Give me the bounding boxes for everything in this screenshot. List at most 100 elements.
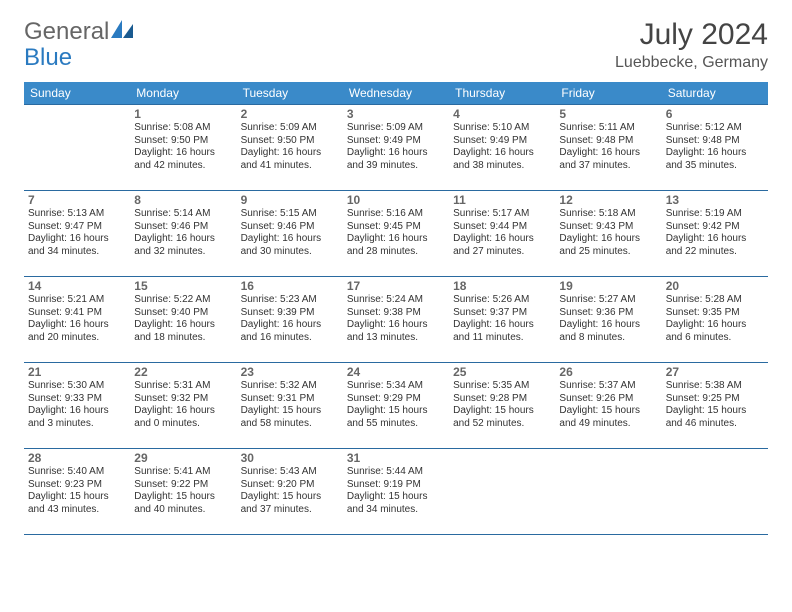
- day-number: 29: [134, 451, 232, 465]
- day-number: 13: [666, 193, 764, 207]
- location: Luebbecke, Germany: [615, 54, 768, 72]
- day-details: Sunrise: 5:09 AMSunset: 9:50 PMDaylight:…: [241, 122, 339, 172]
- day-number: 4: [453, 107, 551, 121]
- day-details: Sunrise: 5:27 AMSunset: 9:36 PMDaylight:…: [559, 294, 657, 344]
- day-details: Sunrise: 5:22 AMSunset: 9:40 PMDaylight:…: [134, 294, 232, 344]
- logo-text-blue-wrap: Blue: [24, 44, 72, 72]
- calendar-cell: 16Sunrise: 5:23 AMSunset: 9:39 PMDayligh…: [237, 277, 343, 363]
- day-details: Sunrise: 5:09 AMSunset: 9:49 PMDaylight:…: [347, 122, 445, 172]
- day-details: Sunrise: 5:23 AMSunset: 9:39 PMDaylight:…: [241, 294, 339, 344]
- calendar-header-row: SundayMondayTuesdayWednesdayThursdayFrid…: [24, 82, 768, 105]
- day-number: 22: [134, 365, 232, 379]
- calendar-cell: 7Sunrise: 5:13 AMSunset: 9:47 PMDaylight…: [24, 191, 130, 277]
- logo: General: [24, 18, 133, 46]
- calendar-cell: 30Sunrise: 5:43 AMSunset: 9:20 PMDayligh…: [237, 449, 343, 535]
- calendar-cell: 1Sunrise: 5:08 AMSunset: 9:50 PMDaylight…: [130, 105, 236, 191]
- calendar-cell: 21Sunrise: 5:30 AMSunset: 9:33 PMDayligh…: [24, 363, 130, 449]
- calendar-week-row: 21Sunrise: 5:30 AMSunset: 9:33 PMDayligh…: [24, 363, 768, 449]
- day-details: Sunrise: 5:38 AMSunset: 9:25 PMDaylight:…: [666, 380, 764, 430]
- calendar-cell: 17Sunrise: 5:24 AMSunset: 9:38 PMDayligh…: [343, 277, 449, 363]
- day-details: Sunrise: 5:28 AMSunset: 9:35 PMDaylight:…: [666, 294, 764, 344]
- day-details: Sunrise: 5:34 AMSunset: 9:29 PMDaylight:…: [347, 380, 445, 430]
- calendar-cell: 29Sunrise: 5:41 AMSunset: 9:22 PMDayligh…: [130, 449, 236, 535]
- day-details: Sunrise: 5:24 AMSunset: 9:38 PMDaylight:…: [347, 294, 445, 344]
- day-header: Saturday: [662, 82, 768, 105]
- day-number: 11: [453, 193, 551, 207]
- calendar-cell: 2Sunrise: 5:09 AMSunset: 9:50 PMDaylight…: [237, 105, 343, 191]
- day-number: 1: [134, 107, 232, 121]
- calendar-table: SundayMondayTuesdayWednesdayThursdayFrid…: [24, 82, 768, 535]
- calendar-cell: 24Sunrise: 5:34 AMSunset: 9:29 PMDayligh…: [343, 363, 449, 449]
- calendar-cell: 25Sunrise: 5:35 AMSunset: 9:28 PMDayligh…: [449, 363, 555, 449]
- calendar-cell: 18Sunrise: 5:26 AMSunset: 9:37 PMDayligh…: [449, 277, 555, 363]
- day-number: 28: [28, 451, 126, 465]
- day-number: 7: [28, 193, 126, 207]
- day-details: Sunrise: 5:15 AMSunset: 9:46 PMDaylight:…: [241, 208, 339, 258]
- calendar-cell: [449, 449, 555, 535]
- day-details: Sunrise: 5:13 AMSunset: 9:47 PMDaylight:…: [28, 208, 126, 258]
- calendar-cell: 31Sunrise: 5:44 AMSunset: 9:19 PMDayligh…: [343, 449, 449, 535]
- day-details: Sunrise: 5:40 AMSunset: 9:23 PMDaylight:…: [28, 466, 126, 516]
- day-details: Sunrise: 5:11 AMSunset: 9:48 PMDaylight:…: [559, 122, 657, 172]
- day-details: Sunrise: 5:43 AMSunset: 9:20 PMDaylight:…: [241, 466, 339, 516]
- header: General July 2024 Luebbecke, Germany: [24, 18, 768, 72]
- calendar-cell: 20Sunrise: 5:28 AMSunset: 9:35 PMDayligh…: [662, 277, 768, 363]
- day-header: Monday: [130, 82, 236, 105]
- day-details: Sunrise: 5:26 AMSunset: 9:37 PMDaylight:…: [453, 294, 551, 344]
- day-details: Sunrise: 5:18 AMSunset: 9:43 PMDaylight:…: [559, 208, 657, 258]
- calendar-cell: 22Sunrise: 5:31 AMSunset: 9:32 PMDayligh…: [130, 363, 236, 449]
- calendar-cell: 6Sunrise: 5:12 AMSunset: 9:48 PMDaylight…: [662, 105, 768, 191]
- logo-text-general: General: [24, 18, 109, 46]
- day-number: 31: [347, 451, 445, 465]
- day-details: Sunrise: 5:17 AMSunset: 9:44 PMDaylight:…: [453, 208, 551, 258]
- calendar-cell: 5Sunrise: 5:11 AMSunset: 9:48 PMDaylight…: [555, 105, 661, 191]
- calendar-cell: 28Sunrise: 5:40 AMSunset: 9:23 PMDayligh…: [24, 449, 130, 535]
- calendar-cell: 27Sunrise: 5:38 AMSunset: 9:25 PMDayligh…: [662, 363, 768, 449]
- day-number: 15: [134, 279, 232, 293]
- calendar-cell: [555, 449, 661, 535]
- calendar-cell: 15Sunrise: 5:22 AMSunset: 9:40 PMDayligh…: [130, 277, 236, 363]
- day-number: 18: [453, 279, 551, 293]
- day-number: 24: [347, 365, 445, 379]
- calendar-cell: 11Sunrise: 5:17 AMSunset: 9:44 PMDayligh…: [449, 191, 555, 277]
- calendar-cell: 23Sunrise: 5:32 AMSunset: 9:31 PMDayligh…: [237, 363, 343, 449]
- calendar-cell: [24, 105, 130, 191]
- calendar-cell: 19Sunrise: 5:27 AMSunset: 9:36 PMDayligh…: [555, 277, 661, 363]
- day-number: 12: [559, 193, 657, 207]
- day-number: 27: [666, 365, 764, 379]
- calendar-cell: 26Sunrise: 5:37 AMSunset: 9:26 PMDayligh…: [555, 363, 661, 449]
- day-details: Sunrise: 5:19 AMSunset: 9:42 PMDaylight:…: [666, 208, 764, 258]
- day-header: Tuesday: [237, 82, 343, 105]
- calendar-cell: 14Sunrise: 5:21 AMSunset: 9:41 PMDayligh…: [24, 277, 130, 363]
- day-number: 30: [241, 451, 339, 465]
- day-details: Sunrise: 5:12 AMSunset: 9:48 PMDaylight:…: [666, 122, 764, 172]
- day-number: 2: [241, 107, 339, 121]
- month-title: July 2024: [615, 18, 768, 52]
- day-details: Sunrise: 5:16 AMSunset: 9:45 PMDaylight:…: [347, 208, 445, 258]
- logo-sail-icon: [111, 20, 133, 38]
- day-header: Sunday: [24, 82, 130, 105]
- calendar-cell: 3Sunrise: 5:09 AMSunset: 9:49 PMDaylight…: [343, 105, 449, 191]
- day-number: 20: [666, 279, 764, 293]
- day-number: 5: [559, 107, 657, 121]
- calendar-cell: 9Sunrise: 5:15 AMSunset: 9:46 PMDaylight…: [237, 191, 343, 277]
- calendar-cell: 12Sunrise: 5:18 AMSunset: 9:43 PMDayligh…: [555, 191, 661, 277]
- calendar-cell: 10Sunrise: 5:16 AMSunset: 9:45 PMDayligh…: [343, 191, 449, 277]
- day-number: 23: [241, 365, 339, 379]
- day-number: 6: [666, 107, 764, 121]
- day-header: Wednesday: [343, 82, 449, 105]
- day-details: Sunrise: 5:08 AMSunset: 9:50 PMDaylight:…: [134, 122, 232, 172]
- day-details: Sunrise: 5:41 AMSunset: 9:22 PMDaylight:…: [134, 466, 232, 516]
- day-details: Sunrise: 5:30 AMSunset: 9:33 PMDaylight:…: [28, 380, 126, 430]
- calendar-week-row: 28Sunrise: 5:40 AMSunset: 9:23 PMDayligh…: [24, 449, 768, 535]
- calendar-week-row: 14Sunrise: 5:21 AMSunset: 9:41 PMDayligh…: [24, 277, 768, 363]
- day-details: Sunrise: 5:35 AMSunset: 9:28 PMDaylight:…: [453, 380, 551, 430]
- day-number: 14: [28, 279, 126, 293]
- calendar-cell: 13Sunrise: 5:19 AMSunset: 9:42 PMDayligh…: [662, 191, 768, 277]
- calendar-cell: 4Sunrise: 5:10 AMSunset: 9:49 PMDaylight…: [449, 105, 555, 191]
- day-number: 3: [347, 107, 445, 121]
- day-number: 16: [241, 279, 339, 293]
- calendar-week-row: 7Sunrise: 5:13 AMSunset: 9:47 PMDaylight…: [24, 191, 768, 277]
- day-details: Sunrise: 5:32 AMSunset: 9:31 PMDaylight:…: [241, 380, 339, 430]
- calendar-week-row: 1Sunrise: 5:08 AMSunset: 9:50 PMDaylight…: [24, 105, 768, 191]
